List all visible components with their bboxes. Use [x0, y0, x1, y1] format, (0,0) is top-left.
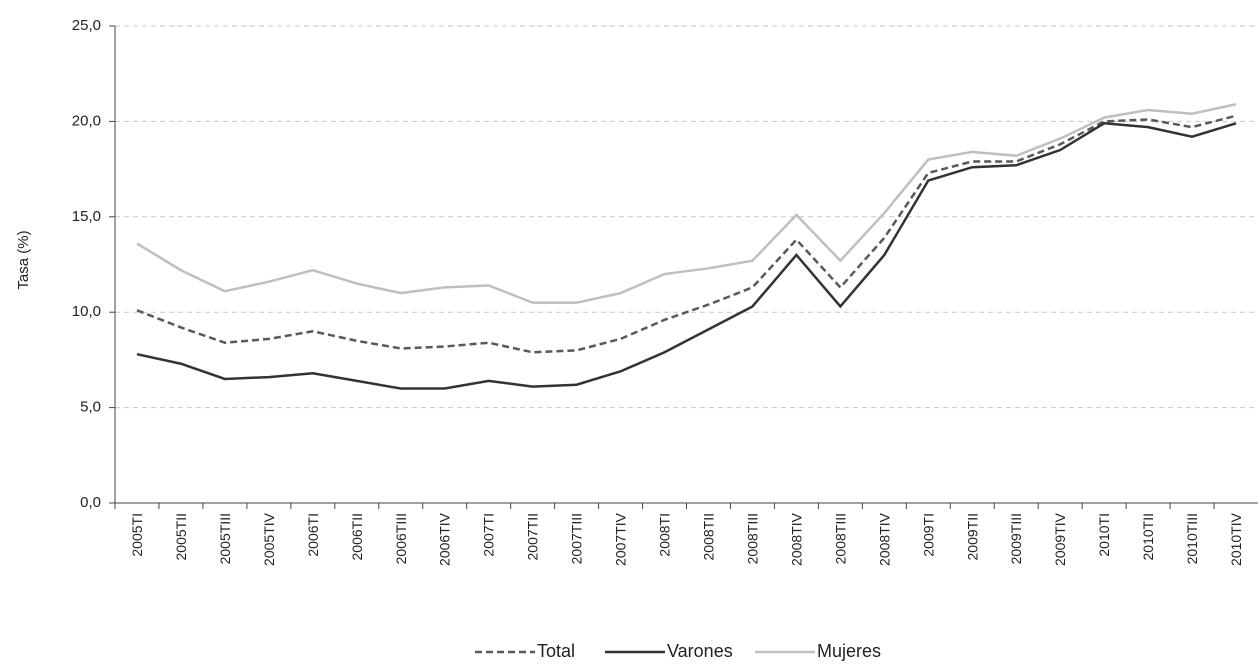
line-series [136, 122, 1237, 390]
x-tick-label: 2007TIV [613, 512, 629, 566]
x-tick-label: 2009TIV [1052, 512, 1068, 566]
x-tick-label: 2005TI [129, 513, 145, 557]
y-tick-label: 20,0 [72, 112, 101, 129]
x-tick-label: 2007TII [525, 513, 541, 560]
x-tick-label: 2008TIII [832, 513, 848, 564]
x-tick-label: 2010TII [1140, 513, 1156, 560]
x-tick-label: 2006TIV [437, 512, 453, 566]
x-tick-label: 2006TIII [393, 513, 409, 564]
y-tick-label: 15,0 [72, 208, 101, 225]
x-tick-label: 2005TIV [261, 512, 277, 566]
x-tick-label: 2009TI [920, 513, 936, 557]
x-tick-label: 2006TII [349, 513, 365, 560]
y-tick-label: 25,0 [72, 17, 101, 34]
y-axis-title: Tasa (%) [15, 230, 32, 289]
x-tick-label: 2007TI [481, 513, 497, 557]
x-tick-label: 2005TII [173, 513, 189, 560]
legend-label: Total [537, 641, 575, 661]
y-tick-label: 0,0 [80, 494, 101, 511]
y-tick-label: 10,0 [72, 303, 101, 320]
x-tick-label: 2010TIV [1228, 512, 1244, 566]
legend-label: Mujeres [817, 641, 881, 661]
x-tick-label: 2010TI [1096, 513, 1112, 557]
x-tick-label: 2008TIII [744, 513, 760, 564]
x-tick-label: 2006TI [305, 513, 321, 557]
line-series [136, 114, 1237, 354]
x-tick-label: 2008TIV [876, 512, 892, 566]
x-tick-label: 2009TIII [1008, 513, 1024, 564]
x-tick-label: 2009TII [964, 513, 980, 560]
x-tick-label: 2008TI [657, 513, 673, 557]
x-tick-label: 2005TIII [217, 513, 233, 564]
legend-label: Varones [667, 641, 733, 661]
x-tick-label: 2008TII [700, 513, 716, 560]
line-series [136, 103, 1237, 304]
x-tick-label: 2010TIII [1184, 513, 1200, 564]
x-tick-label: 2007TIII [569, 513, 585, 564]
y-tick-label: 5,0 [80, 399, 101, 416]
x-tick-label: 2008TIV [788, 512, 804, 566]
